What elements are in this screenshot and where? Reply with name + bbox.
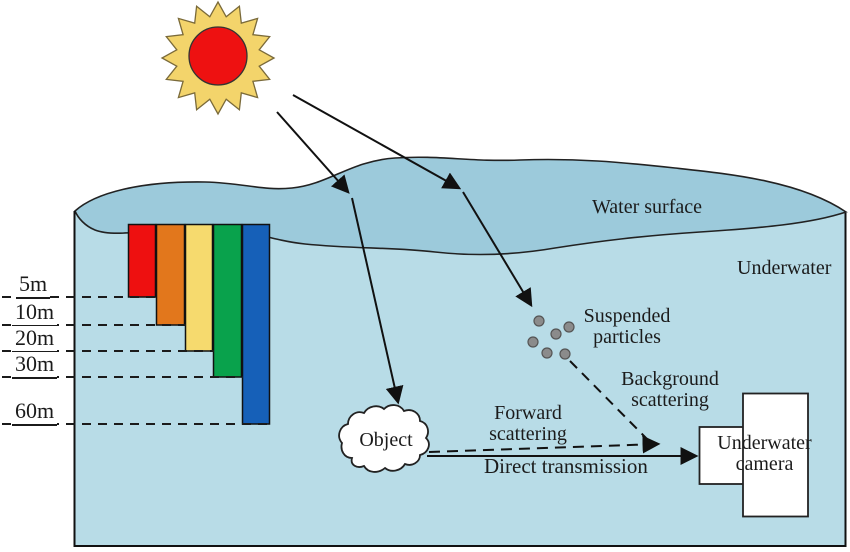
refracted-ray-to-particles [462, 191, 533, 308]
depth-bar-orange [155, 223, 186, 326]
direct-transmission-label: Direct transmission [484, 454, 648, 478]
depth-label-20m: 20m [12, 326, 58, 353]
background-scattering-label: Background scattering [621, 368, 719, 411]
suspended-particles-icon [527, 315, 575, 360]
sun-icon [160, 0, 276, 116]
light-rays [276, 94, 699, 465]
underwater-camera-icon [698, 392, 809, 518]
depth-bar-blue [241, 223, 271, 425]
camera-body [742, 392, 809, 518]
sunray-to-surface-right [292, 94, 462, 190]
background-scattering-ray [569, 360, 648, 440]
tank-border [73, 211, 847, 547]
suspended-particles-label: Suspended particles [583, 305, 671, 348]
depth-bar-red [127, 223, 157, 298]
forward-scattering-ray [428, 435, 661, 454]
depth-bar-yellow [184, 223, 214, 352]
forward-scattering-label: Forward scattering [489, 402, 567, 445]
depth-bars [127, 223, 271, 425]
underwater-camera-label: Underwater camera [717, 432, 812, 475]
depth-label-60m: 60m [12, 399, 58, 426]
sunray-to-surface-left [276, 111, 350, 194]
depth-label-10m: 10m [12, 300, 58, 327]
sun-core [188, 26, 248, 86]
depth-label-30m: 30m [12, 352, 58, 379]
object-label: Object [359, 429, 413, 451]
refracted-ray-to-object [351, 197, 404, 405]
water-surface-label: Water surface [592, 196, 702, 218]
object-cloud [338, 404, 430, 473]
underwater-label: Underwater [737, 257, 832, 279]
depth-bar-green [212, 223, 243, 378]
depth-label-5m: 5m [16, 272, 51, 299]
